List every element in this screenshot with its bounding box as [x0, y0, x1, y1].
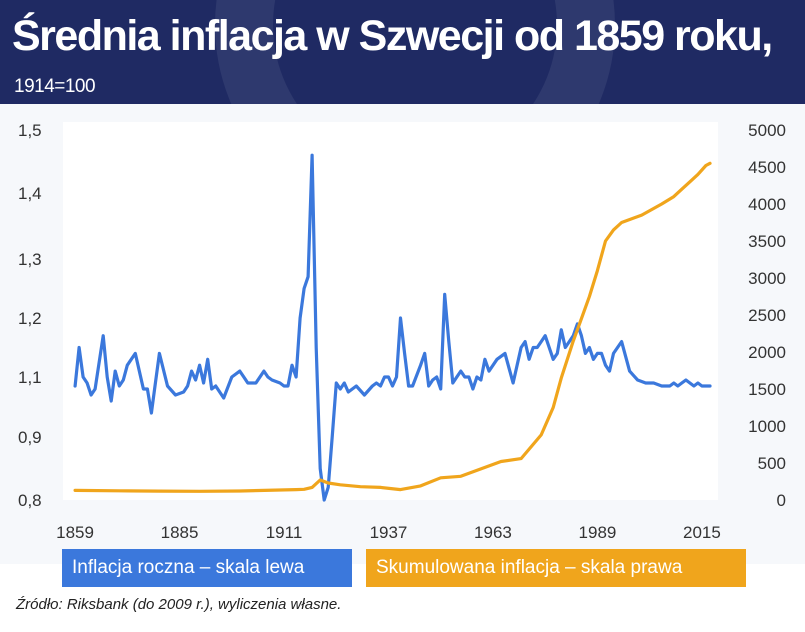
right-tick-label: 3500 — [748, 232, 786, 251]
series-layer — [73, 153, 712, 502]
right-tick-label: 0 — [777, 491, 786, 510]
legend-left-series: Inflacja roczna – skala lewa — [62, 549, 352, 587]
x-tick-label: 1989 — [579, 523, 617, 542]
right-tick-label: 1500 — [748, 380, 786, 399]
right-tick-label: 2500 — [748, 306, 786, 325]
chart-subtitle: 1914=100 — [14, 76, 96, 97]
right-tick-label: 4000 — [748, 195, 786, 214]
right-tick-label: 500 — [758, 454, 786, 473]
x-tick-label: 1885 — [161, 523, 199, 542]
left-axis: 0,8 0,9 1,1 1,2 1,3 1,4 1,5 — [18, 121, 42, 510]
right-tick-label: 5000 — [748, 121, 786, 140]
left-tick-label: 1,3 — [18, 250, 42, 269]
grid-layer — [63, 122, 718, 500]
right-tick-label: 1000 — [748, 417, 786, 436]
x-tick-label: 2015 — [683, 523, 721, 542]
left-tick-label: 0,8 — [18, 491, 42, 510]
header-background-ring — [215, 0, 615, 104]
plot-panel — [63, 122, 718, 500]
x-tick-label: 1859 — [56, 523, 94, 542]
left-tick-label: 1,4 — [18, 184, 42, 203]
x-axis: 1859 1885 1911 1937 1963 1989 2015 — [56, 523, 721, 542]
legend-right-series: Skumulowana inflacja – skala prawa — [366, 549, 746, 587]
chart-title: Średnia inflacja w Szwecji od 1859 roku, — [12, 12, 773, 60]
chart-canvas: 0,8 0,9 1,1 1,2 1,3 1,4 1,5 0 500 1000 1500 2000 25… — [18, 121, 786, 542]
x-tick-label: 1911 — [266, 523, 303, 542]
right-axis: 0 500 1000 1500 2000 2500 3000 3500 4000 4500 5000 — [748, 121, 786, 510]
right-tick-label: 2000 — [748, 343, 786, 362]
source-note: Źródło: Riksbank (do 2009 r.), wyliczeni… — [16, 596, 342, 613]
chart-header: Średnia inflacja w Szwecji od 1859 roku,… — [0, 0, 805, 104]
left-tick-label: 1,1 — [18, 368, 42, 387]
series-line-cumulative-inflation — [73, 161, 712, 493]
x-tick-label: 1937 — [370, 523, 408, 542]
left-tick-label: 1,2 — [18, 309, 42, 328]
right-tick-label: 3000 — [748, 269, 786, 288]
left-tick-label: 0,9 — [18, 428, 42, 447]
right-tick-label: 4500 — [748, 158, 786, 177]
series-line-annual-inflation — [73, 153, 712, 502]
x-tick-label: 1963 — [474, 523, 512, 542]
left-tick-label: 1,5 — [18, 121, 42, 140]
